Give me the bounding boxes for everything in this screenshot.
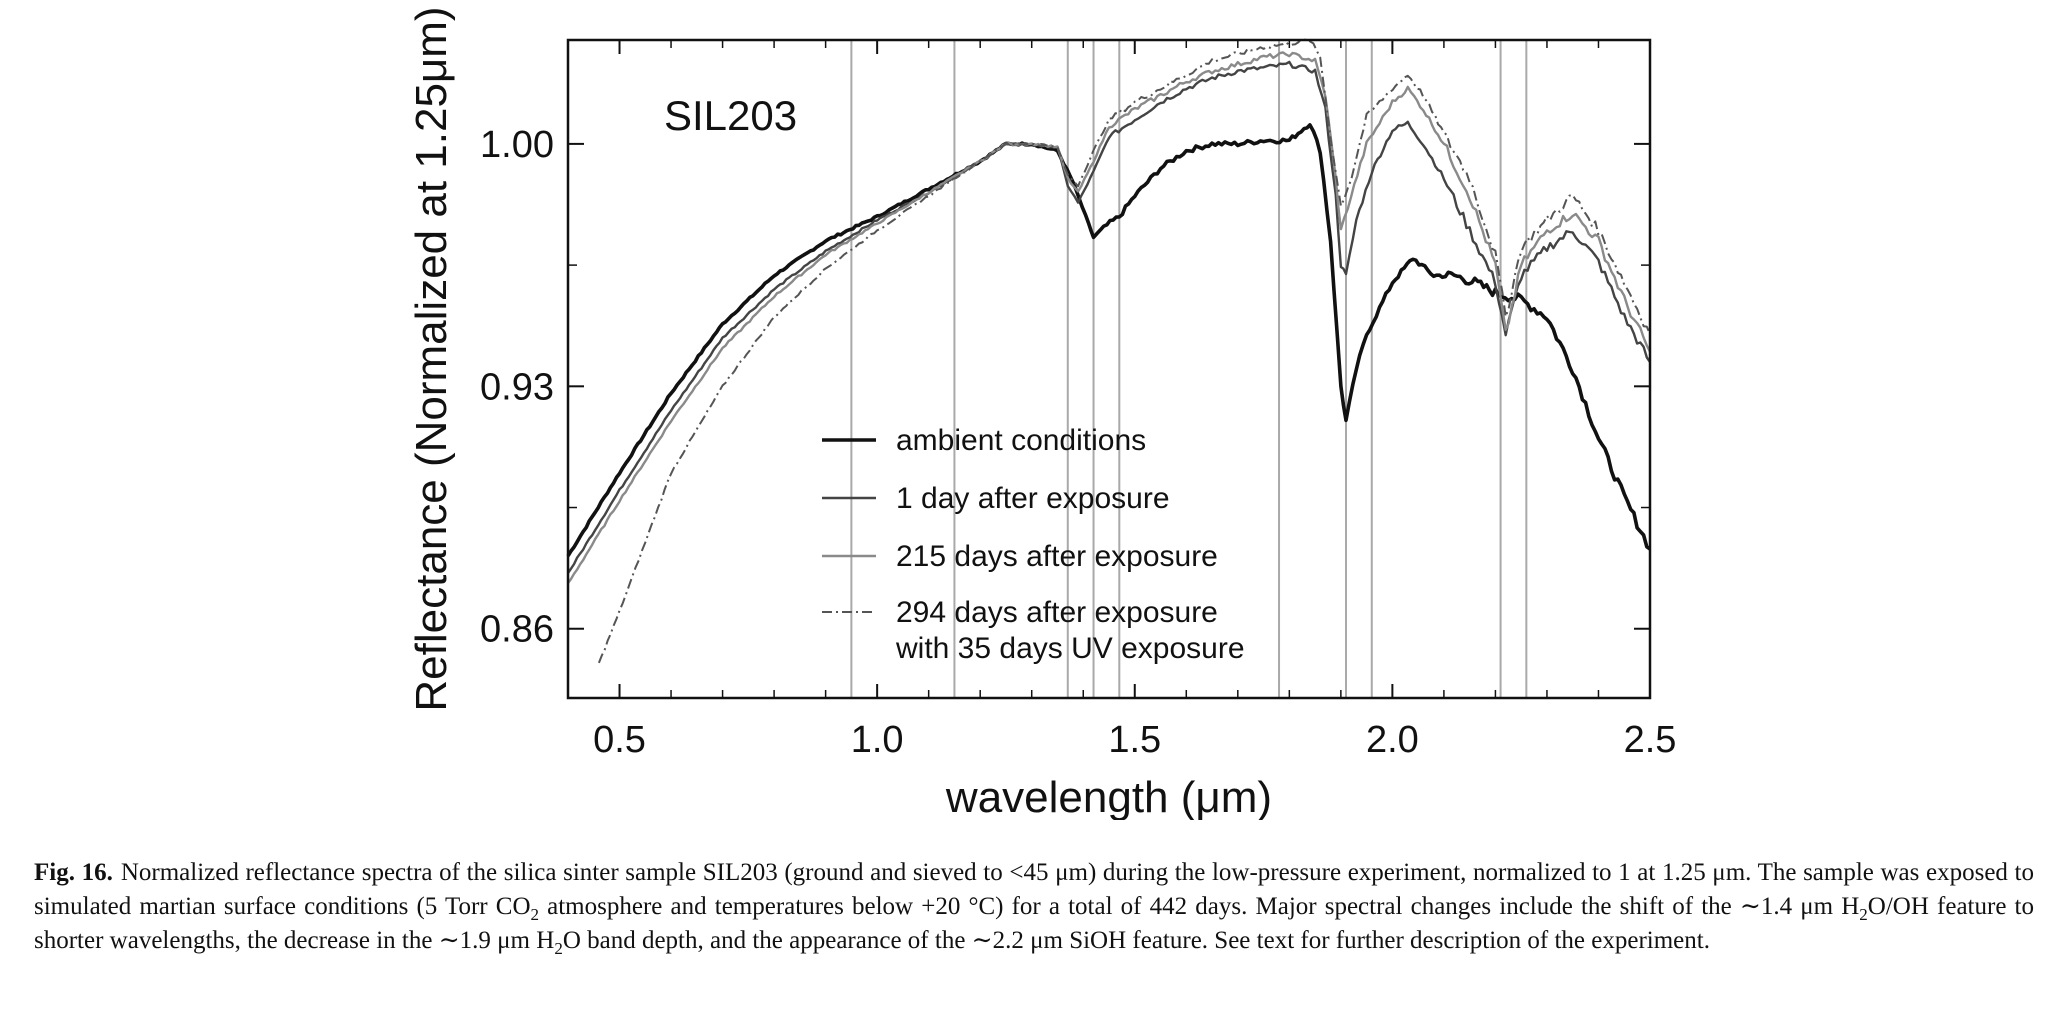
legend-label-4: with 35 days UV exposure	[895, 632, 1245, 665]
figure-caption: Fig. 16. Normalized reflectance spectra o…	[34, 856, 2034, 958]
sample-label: SIL203	[664, 92, 797, 139]
x-tick-label: 1.0	[851, 719, 904, 761]
caption-text-2: atmosphere and temperatures below +20 °C…	[539, 893, 1860, 920]
series-line-3	[567, 51, 1652, 584]
caption-text-4: O band depth, and the appearance of the …	[562, 927, 1710, 954]
series-line-1	[566, 123, 1652, 557]
plot-frame	[566, 38, 1652, 700]
legend-label-1: ambient conditions	[896, 424, 1146, 457]
caption-text-3: O/OH feature to shorter wavelengths, the…	[34, 893, 2034, 954]
x-tick-label: 0.5	[593, 719, 646, 761]
series-layer	[566, 38, 1652, 664]
x-axis-label: wavelength (μm)	[945, 773, 1272, 820]
legend-label-3: 215 days after exposure	[896, 540, 1218, 573]
series-line-2	[567, 60, 1651, 574]
caption-sub-2: 2	[1859, 905, 1868, 924]
x-tick-label: 1.5	[1108, 719, 1161, 761]
x-tick-label: 2.0	[1366, 719, 1419, 761]
y-tick-label: 1.00	[480, 124, 554, 166]
y-tick-label: 0.93	[480, 366, 554, 408]
spectra-chart: 0.5 1.0 1.5 2.0 2.5 0.86 0.93 1.00 ambient cond…	[407, 6, 1676, 820]
series-line-4	[597, 38, 1651, 664]
caption-text-1: Normalized reflectance spectra of the si…	[34, 859, 2034, 920]
caption-sub-1: 2	[530, 905, 540, 924]
legend-label-2: 1 day after exposure	[896, 482, 1170, 515]
caption-sub-3: 2	[554, 939, 563, 958]
legend-label-4: 294 days after exposure	[896, 596, 1218, 629]
axis-ticks: 0.5 1.0 1.5 2.0 2.5 0.86 0.93 1.00	[480, 40, 1676, 761]
x-tick-label: 2.5	[1624, 719, 1677, 761]
y-tick-label: 0.86	[480, 609, 554, 651]
figure-label: Fig. 16.	[34, 859, 113, 886]
legend: ambient conditions 1 day after exposure 21…	[822, 424, 1245, 665]
y-axis-label: Reflectance (Normalized at 1.25μm)	[407, 6, 456, 711]
